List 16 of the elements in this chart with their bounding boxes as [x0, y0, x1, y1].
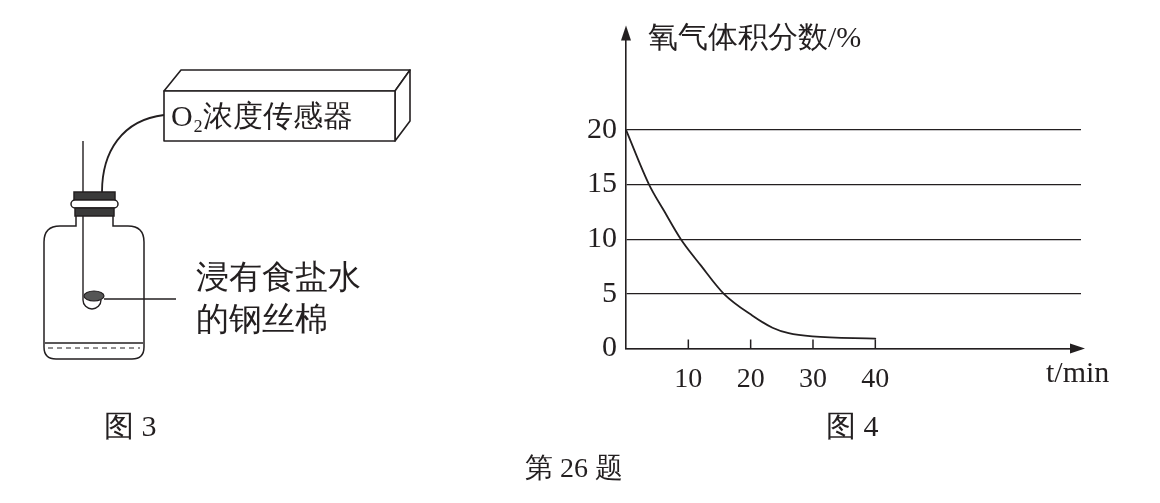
text: O₂浓度传感器 — [171, 98, 354, 134]
x-tick-label: 30 — [798, 361, 827, 393]
y-tick-label: 15 — [587, 165, 617, 199]
y-axis-title: 氧气体积分数/% — [648, 19, 862, 55]
y-tick-label: 10 — [587, 220, 617, 254]
caption: 图 3 — [104, 408, 157, 444]
x-tick-label: 10 — [674, 361, 703, 393]
caption: 图 4 — [826, 408, 879, 444]
text: 浸有食盐水的钢丝棉 — [196, 258, 362, 339]
x-tick-label: 40 — [861, 361, 890, 393]
x-axis-title: t/min — [1046, 354, 1110, 390]
y-tick-label: 5 — [602, 274, 617, 308]
y-tick-label: 0 — [602, 329, 617, 363]
y-tick-label: 20 — [587, 110, 617, 144]
x-tick-label: 20 — [736, 361, 765, 393]
text: 第 26 题 — [525, 451, 623, 485]
